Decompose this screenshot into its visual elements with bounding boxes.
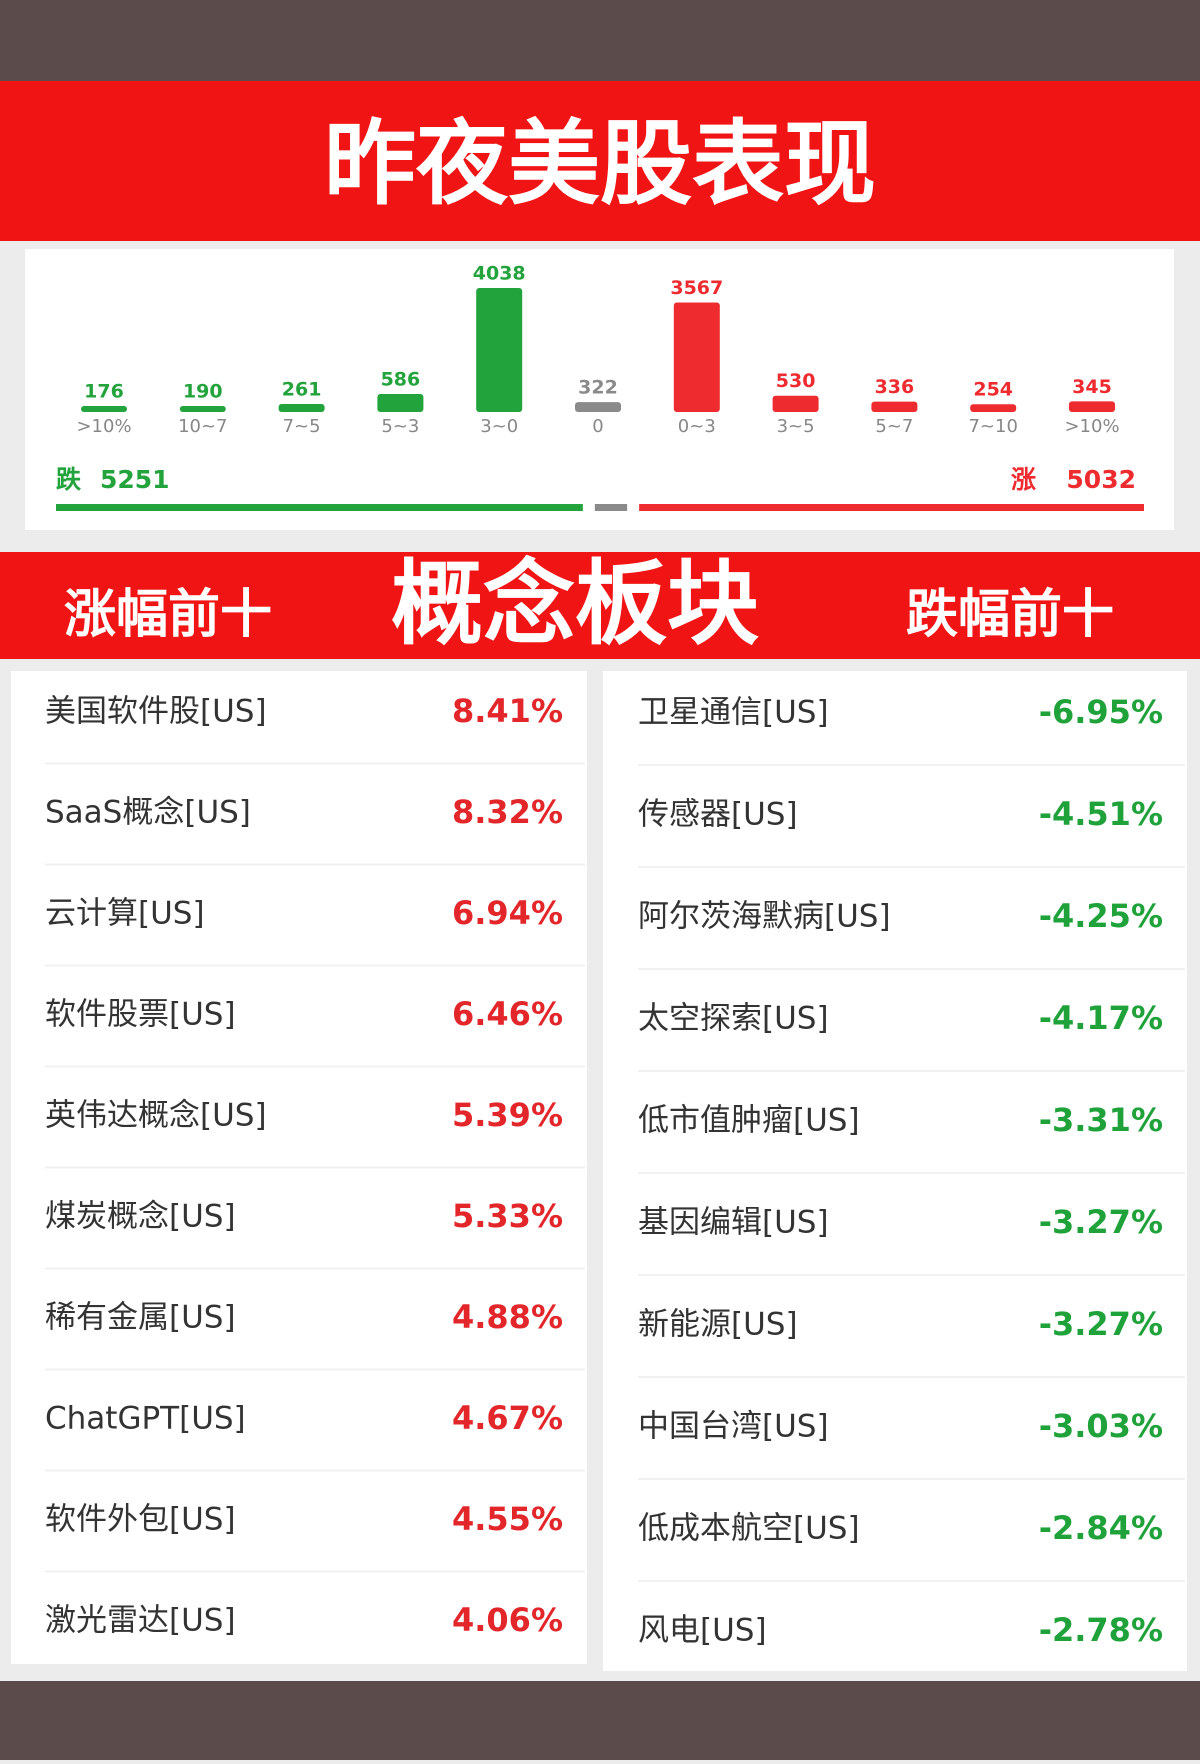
concept-name: 太空探索[US] <box>638 1001 829 1037</box>
bar <box>476 288 523 412</box>
concept-change: 8.41% <box>452 692 563 730</box>
concept-change: 5.33% <box>452 1197 563 1235</box>
concept-change: 6.46% <box>452 995 563 1033</box>
concept-name: 云计算[US] <box>45 896 205 932</box>
value-label: 261 <box>282 378 322 400</box>
concept-change: -3.03% <box>1039 1407 1163 1445</box>
concept-name: 低市值肿瘤[US] <box>638 1103 860 1139</box>
bar <box>673 302 720 412</box>
concept-name: 软件外包[US] <box>45 1502 236 1538</box>
concept-change: 6.94% <box>452 894 563 932</box>
concept-change: 4.06% <box>452 1601 563 1639</box>
concept-change: 8.32% <box>452 793 563 831</box>
concept-change: -4.25% <box>1039 897 1163 935</box>
value-label: 4038 <box>473 263 526 285</box>
category-label: 10~7 <box>178 416 227 437</box>
value-label: 176 <box>84 381 124 403</box>
bar <box>772 395 819 412</box>
concept-change: 4.88% <box>452 1298 563 1336</box>
value-label: 345 <box>1072 376 1112 398</box>
concept-name: 软件股票[US] <box>45 997 236 1033</box>
bar <box>377 394 424 412</box>
concept-name: 卫星通信[US] <box>638 695 829 731</box>
value-label: 3567 <box>670 277 723 299</box>
rise-count: 5032 <box>1066 465 1136 494</box>
value-label: 530 <box>776 370 816 392</box>
concept-name: 基因编辑[US] <box>638 1205 829 1241</box>
value-label: 254 <box>973 379 1013 401</box>
value-label: 322 <box>578 377 618 399</box>
title-band <box>0 81 1200 241</box>
top-band <box>0 0 1200 81</box>
concept-name: 中国台湾[US] <box>638 1409 829 1445</box>
concept-name: 阿尔茨海默病[US] <box>638 899 891 935</box>
value-label: 586 <box>381 369 421 391</box>
bar <box>575 402 621 412</box>
fall-bar <box>56 504 583 511</box>
category-label: 7~10 <box>968 416 1017 437</box>
bar <box>871 401 918 412</box>
concept-name: ChatGPT[US] <box>45 1401 246 1437</box>
concept-change: 5.39% <box>452 1096 563 1134</box>
concept-change: -3.31% <box>1039 1101 1163 1139</box>
bar <box>970 404 1017 412</box>
concept-name: SaaS概念[US] <box>45 795 251 831</box>
bar <box>278 403 325 412</box>
category-label: >10% <box>76 416 131 437</box>
concept-change: 4.55% <box>452 1500 563 1538</box>
section-center: 概念板块 <box>391 550 759 657</box>
rise-bar <box>639 504 1144 511</box>
flat-bar <box>594 504 628 511</box>
bar <box>1069 401 1115 412</box>
concept-change: -4.51% <box>1039 795 1163 833</box>
concept-change: -6.95% <box>1039 693 1163 731</box>
concept-name: 传感器[US] <box>638 797 798 833</box>
bar <box>81 406 127 412</box>
rise-label: 涨 <box>1011 465 1036 494</box>
bar <box>179 406 226 412</box>
concept-name: 稀有金属[US] <box>45 1300 236 1336</box>
title: 昨夜美股表现 <box>324 110 876 217</box>
concept-change: -2.84% <box>1039 1509 1163 1547</box>
chart-card <box>25 249 1174 530</box>
section-left: 涨幅前十 <box>64 585 272 645</box>
value-label: 336 <box>875 376 915 398</box>
concept-name: 激光雷达[US] <box>45 1603 236 1639</box>
concept-change: -4.17% <box>1039 999 1163 1037</box>
category-label: 3~0 <box>480 416 518 437</box>
category-label: 5~3 <box>381 416 419 437</box>
concept-change: -3.27% <box>1039 1305 1163 1343</box>
concept-change: -3.27% <box>1039 1203 1163 1241</box>
fall-count: 5251 <box>100 465 170 494</box>
concept-name: 新能源[US] <box>638 1307 798 1343</box>
losers-card <box>603 671 1187 1671</box>
category-label: 5~7 <box>875 416 913 437</box>
concept-name: 煤炭概念[US] <box>45 1199 236 1235</box>
category-label: 0~3 <box>678 416 716 437</box>
fall-label: 跌 <box>56 465 81 494</box>
concept-name: 英伟达概念[US] <box>45 1098 267 1134</box>
concept-name: 美国软件股[US] <box>45 694 267 730</box>
concept-name: 风电[US] <box>638 1613 767 1649</box>
section-right: 跌幅前十 <box>906 585 1114 645</box>
category-label: 3~5 <box>777 416 815 437</box>
category-label: 0 <box>592 416 603 437</box>
category-label: >10% <box>1064 416 1119 437</box>
bottom-band <box>0 1681 1200 1760</box>
concept-change: -2.78% <box>1039 1611 1163 1649</box>
concept-change: 4.67% <box>452 1399 563 1437</box>
category-label: 7~5 <box>283 416 321 437</box>
section-band <box>0 552 1200 659</box>
concept-name: 低成本航空[US] <box>638 1511 860 1547</box>
value-label: 190 <box>183 381 223 403</box>
